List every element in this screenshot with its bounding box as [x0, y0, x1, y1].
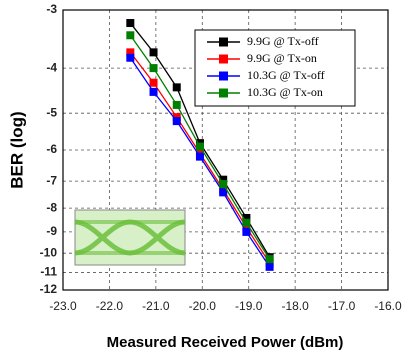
y-tick-label: -5 [46, 105, 57, 119]
data-point [173, 101, 181, 109]
data-point [242, 228, 250, 236]
y-tick-label: -12 [40, 282, 58, 296]
x-tick-label: -21.0 [142, 299, 170, 313]
legend-label: 10.3G @ Tx-on [247, 85, 323, 99]
eye-background [75, 210, 185, 265]
data-point [242, 219, 250, 227]
x-tick-label: -23.0 [49, 299, 77, 313]
data-point [196, 153, 204, 161]
legend-marker [219, 55, 228, 64]
data-point [266, 263, 274, 271]
x-tick-label: -17.0 [328, 299, 356, 313]
x-tick-label: -18.0 [281, 299, 309, 313]
data-point [150, 64, 158, 72]
legend-label: 9.9G @ Tx-on [247, 51, 317, 65]
y-tick-label: -3 [46, 2, 57, 16]
legend-marker [219, 89, 228, 98]
data-point [126, 19, 134, 27]
data-point [150, 48, 158, 56]
x-axis-label: Measured Received Power (dBm) [107, 334, 344, 351]
x-tick-label: -20.0 [189, 299, 217, 313]
y-tick-label: -6 [46, 142, 57, 156]
eye-inset [75, 210, 185, 265]
legend-label: 9.9G @ Tx-off [247, 34, 319, 48]
data-point [266, 255, 274, 263]
y-axis-label: BER (log) [7, 111, 26, 188]
y-tick-label: -11 [40, 265, 57, 279]
data-point [196, 143, 204, 151]
data-point [126, 54, 134, 62]
data-point [173, 83, 181, 91]
y-tick-label: -10 [40, 245, 58, 259]
x-tick-label: -22.0 [96, 299, 124, 313]
data-point [150, 79, 158, 87]
legend-label: 10.3G @ Tx-off [247, 68, 325, 82]
chart: BER (log) Measured Received Power (dBm) … [0, 0, 406, 356]
y-tick-label: -8 [46, 200, 57, 214]
x-tick-label: -19.0 [235, 299, 263, 313]
x-tick-label: -16.0 [374, 299, 402, 313]
data-point [219, 180, 227, 188]
y-tick-label: -4 [46, 60, 57, 74]
legend-marker [219, 38, 228, 47]
data-point [126, 31, 134, 39]
data-point [150, 88, 158, 96]
y-tick-label: -7 [46, 173, 57, 187]
data-point [173, 117, 181, 125]
y-tick-label: -9 [46, 224, 57, 238]
legend-marker [219, 72, 228, 81]
